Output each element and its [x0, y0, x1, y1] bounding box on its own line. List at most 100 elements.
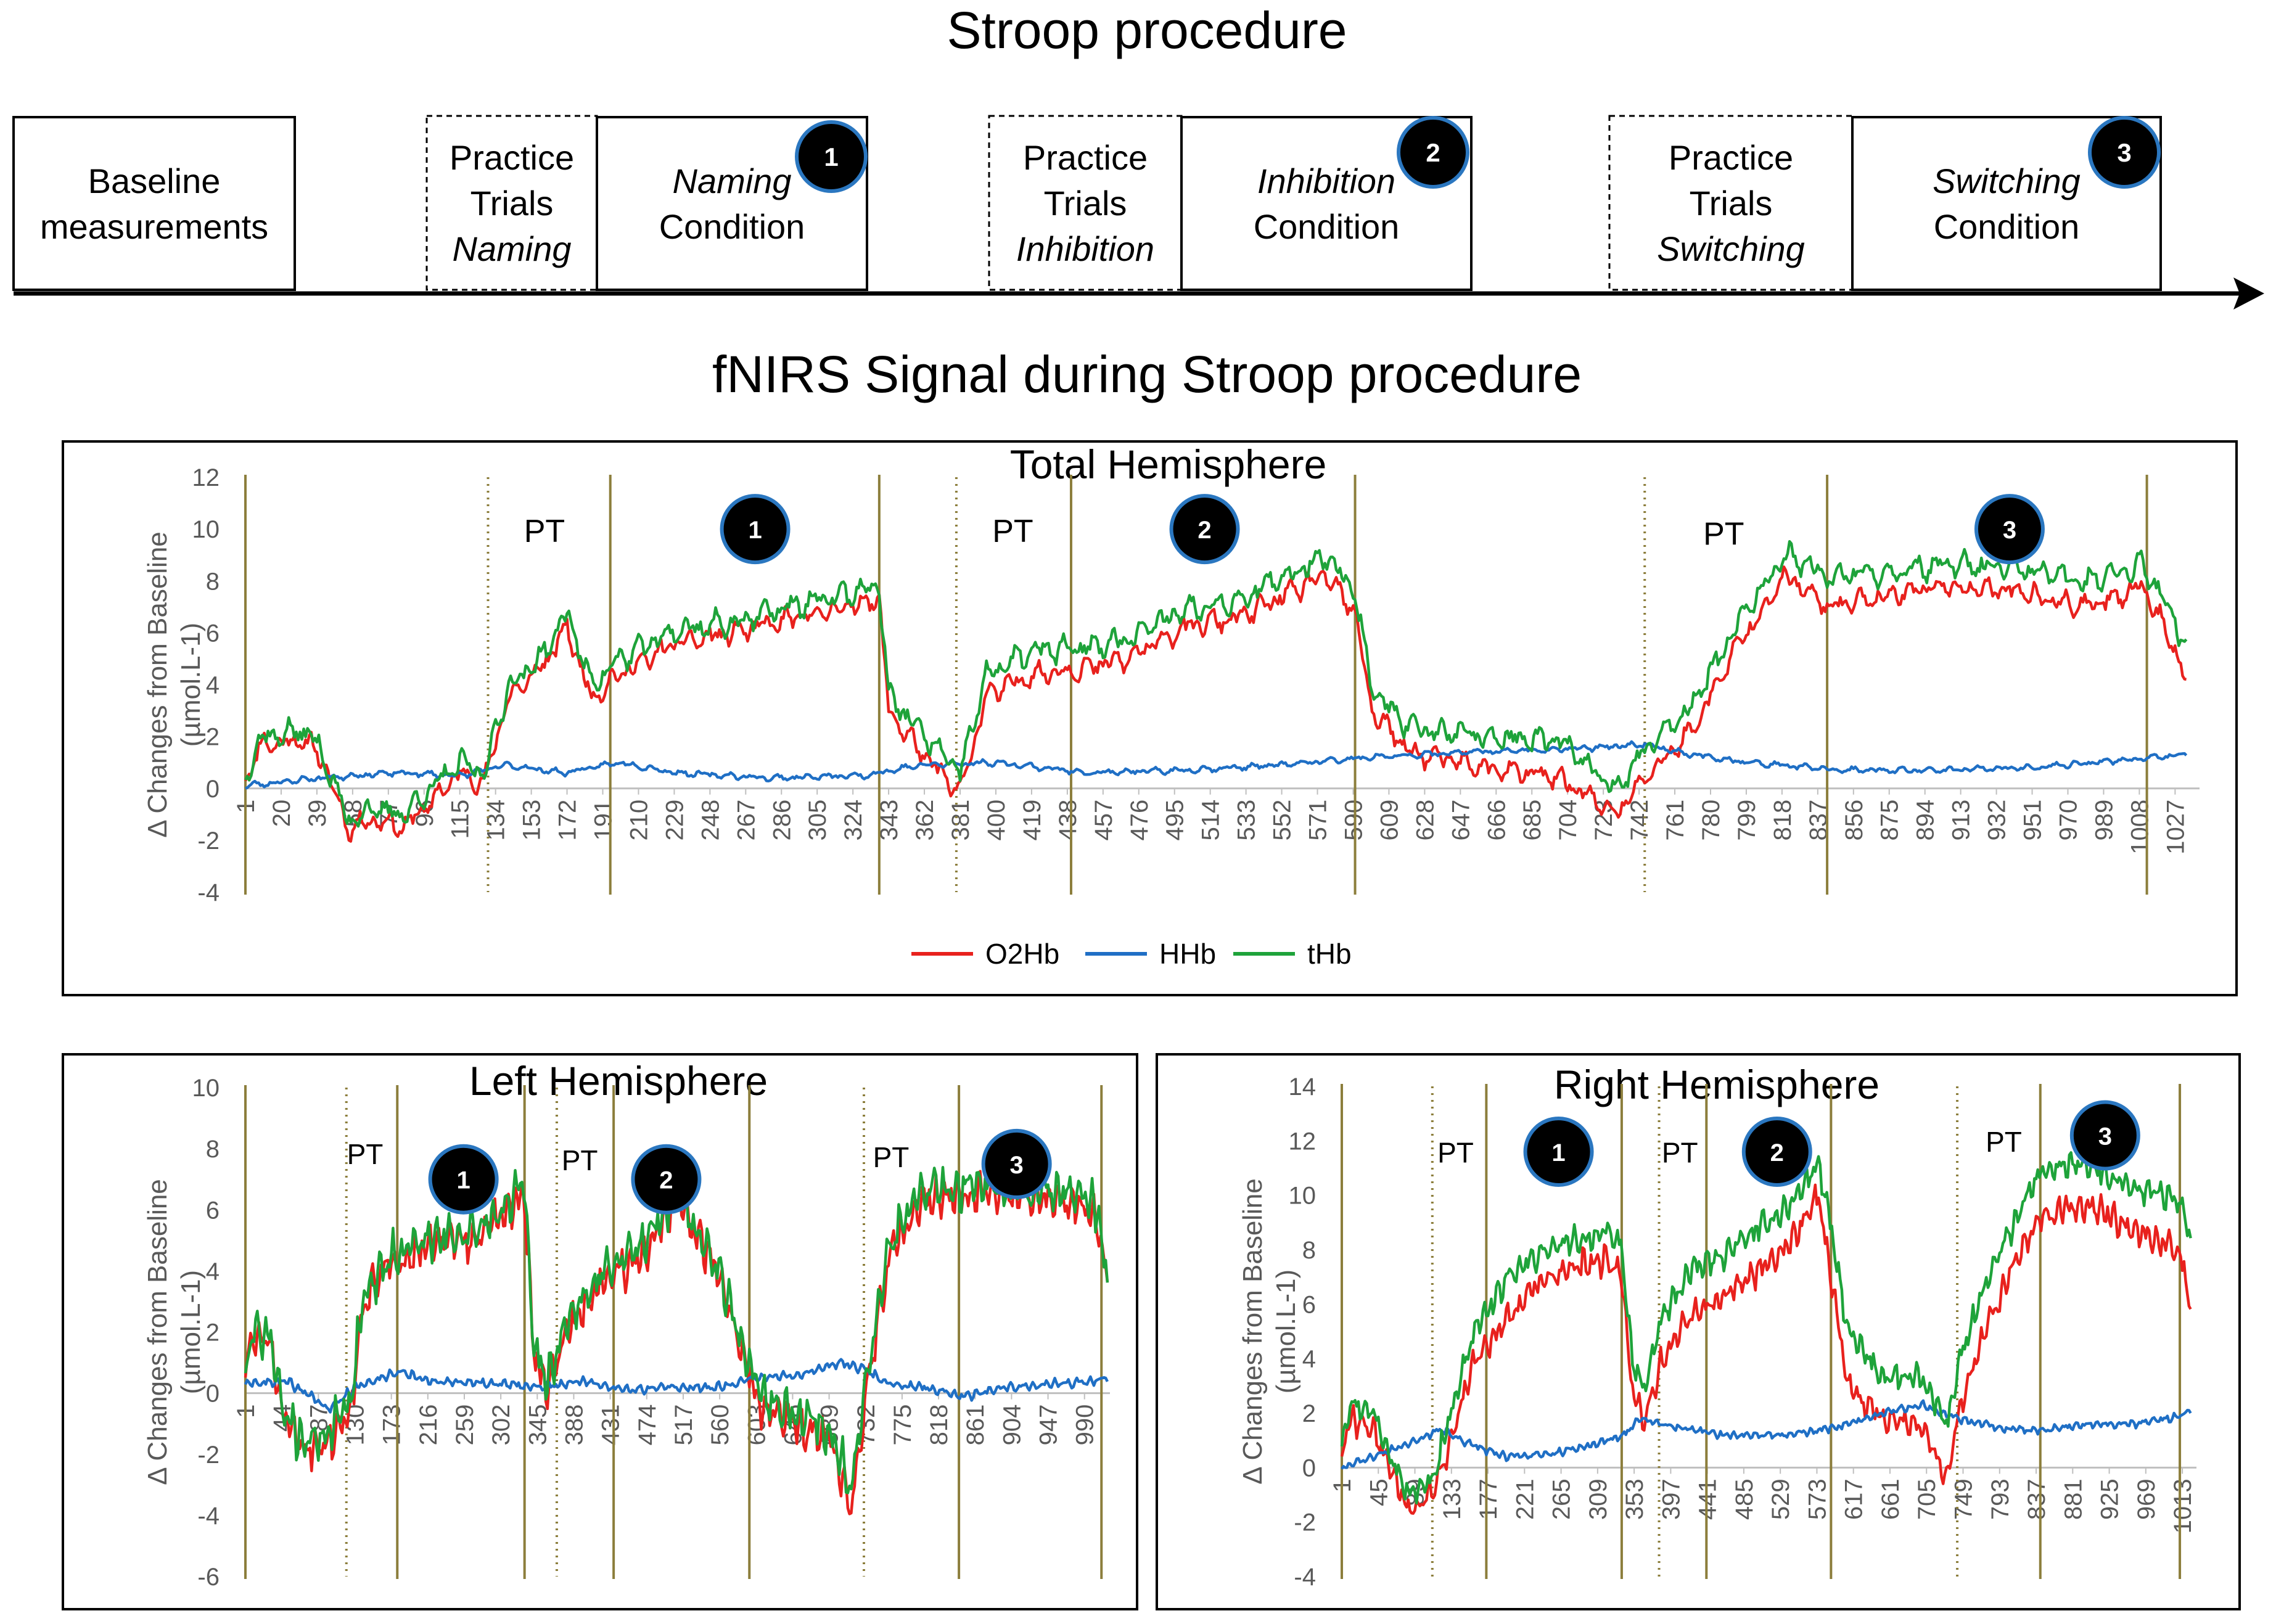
y-tick-label: 8	[206, 1136, 220, 1163]
condition-marker-2	[1397, 116, 1469, 189]
x-tick-label: 628	[1411, 800, 1439, 841]
x-tick-label: 133	[1439, 1478, 1466, 1520]
x-tick-label: 419	[1019, 800, 1046, 841]
y-tick-label: 14	[1289, 1073, 1317, 1101]
condition-marker-1	[720, 494, 791, 565]
pt-annotation: PT	[1437, 1137, 1474, 1169]
y-tick-label: 4	[206, 672, 220, 699]
x-tick-label: 476	[1126, 800, 1153, 841]
condition-marker-label: 1	[456, 1167, 470, 1194]
y-tick-label: -2	[197, 827, 220, 855]
condition-marker-label: 3	[1010, 1152, 1024, 1179]
stroop-procedure-timeline: Stroop procedure Baseline measurements Pra…	[12, 1, 2264, 310]
x-tick-label: 881	[2060, 1478, 2087, 1520]
x-tick-label: 474	[634, 1405, 661, 1446]
y-tick-label: 4	[1302, 1346, 1316, 1373]
block-label: Naming	[453, 229, 572, 268]
x-tick-label: 685	[1519, 800, 1546, 841]
x-tick-label: 514	[1198, 800, 1225, 841]
x-tick-label: 704	[1555, 800, 1582, 841]
pt-annotation: PT	[992, 514, 1033, 549]
chart-frame	[62, 440, 2238, 996]
x-tick-label: 302	[488, 1405, 515, 1446]
block-label: Condition	[659, 207, 805, 246]
x-tick-label: 666	[1483, 800, 1510, 841]
condition-marker-1	[428, 1144, 499, 1215]
x-tick-label: 590	[1340, 800, 1367, 841]
x-tick-label: 951	[2019, 800, 2047, 841]
block-label: Condition	[1934, 207, 2080, 246]
y-tick-label: 6	[1302, 1291, 1316, 1318]
block-frame	[988, 115, 1183, 291]
x-tick-label: 400	[983, 800, 1010, 841]
x-tick-label: 221	[1511, 1478, 1539, 1520]
y-tick-label: 4	[206, 1258, 220, 1285]
x-tick-label: 609	[1376, 800, 1403, 841]
condition-marker-3	[2069, 1100, 2140, 1171]
chart-legend: O2Hb HHb tHb	[911, 938, 1352, 970]
x-tick-label: 875	[1876, 800, 1904, 841]
block-label: Practice	[1669, 138, 1793, 177]
y-axis-label: (µmol.L-1)	[1271, 1269, 1301, 1393]
x-tick-label: 856	[1841, 800, 1868, 841]
block-baseline: Baseline measurements	[12, 116, 296, 291]
x-tick-label: 837	[2023, 1478, 2050, 1520]
x-tick-label: 286	[768, 800, 795, 841]
condition-marker-label: 2	[1198, 517, 1211, 544]
condition-marker-3	[2088, 116, 2161, 189]
pt-annotation: PT	[1703, 516, 1744, 552]
x-tick-label: 248	[697, 800, 724, 841]
series-o2hb-line	[244, 565, 2187, 843]
x-tick-label: 210	[625, 800, 652, 841]
pt-annotation: PT	[524, 514, 565, 549]
x-tick-label: 438	[1054, 800, 1082, 841]
x-tick-label: 947	[1035, 1405, 1062, 1446]
y-tick-label: -4	[197, 879, 220, 906]
y-tick-label: 10	[192, 516, 220, 543]
condition-marker-3	[981, 1128, 1052, 1199]
x-tick-label: 932	[1984, 800, 2011, 841]
x-tick-label: 20	[268, 800, 295, 827]
condition-marker-label: 2	[1770, 1139, 1784, 1167]
chart-title: Left Hemisphere	[469, 1058, 768, 1104]
chart-right-hemisphere: Right Hemisphere Δ Changes from Baseline(…	[1156, 1053, 2241, 1610]
condition-marker-1	[795, 120, 868, 193]
y-tick-label: 6	[206, 620, 220, 647]
x-tick-label: 177	[1475, 1478, 1502, 1520]
series-hhb-line	[244, 1358, 1109, 1414]
x-tick-label: 115	[447, 800, 474, 839]
x-tick-label: 485	[1731, 1478, 1758, 1520]
y-tick-label: 8	[1302, 1237, 1316, 1264]
pt-annotation: PT	[562, 1144, 598, 1176]
y-tick-label: -2	[197, 1442, 220, 1469]
x-tick-label: 894	[1912, 800, 1939, 841]
x-tick-label: 397	[1658, 1478, 1685, 1520]
x-tick-label: 381	[947, 800, 974, 841]
chart-left-hemisphere: Left Hemisphere Δ Changes from Baseline (µ…	[62, 1053, 1138, 1610]
block-label: Trials	[470, 184, 554, 223]
y-tick-label: 2	[206, 1319, 220, 1347]
x-tick-label: 818	[1769, 800, 1796, 841]
y-tick-label: 12	[1289, 1128, 1317, 1155]
x-tick-label: 970	[2055, 800, 2082, 841]
y-tick-label: 10	[1289, 1183, 1317, 1210]
block-frame	[12, 116, 296, 291]
x-tick-label: 362	[911, 800, 939, 841]
x-tick-label: 153	[519, 800, 546, 841]
block-label: Trials	[1690, 184, 1773, 223]
block-label: Inhibition	[1257, 162, 1395, 200]
condition-marker-3	[1974, 494, 2045, 565]
y-tick-label: 0	[206, 1380, 220, 1408]
chart-title: Right Hemisphere	[1554, 1062, 1880, 1107]
y-tick-label: -4	[1294, 1564, 1316, 1591]
y-tick-label: 0	[1302, 1454, 1316, 1482]
chart-frame	[1156, 1053, 2241, 1610]
y-axis-label: Δ Changes from Baseline	[142, 1179, 173, 1485]
block-label: Practice	[450, 138, 574, 177]
x-tick-label: 173	[379, 1405, 406, 1446]
y-tick-label: 6	[206, 1197, 220, 1224]
x-tick-label: 216	[415, 1405, 442, 1446]
x-tick-label: 431	[598, 1405, 625, 1446]
condition-marker-label: 1	[1551, 1139, 1565, 1167]
